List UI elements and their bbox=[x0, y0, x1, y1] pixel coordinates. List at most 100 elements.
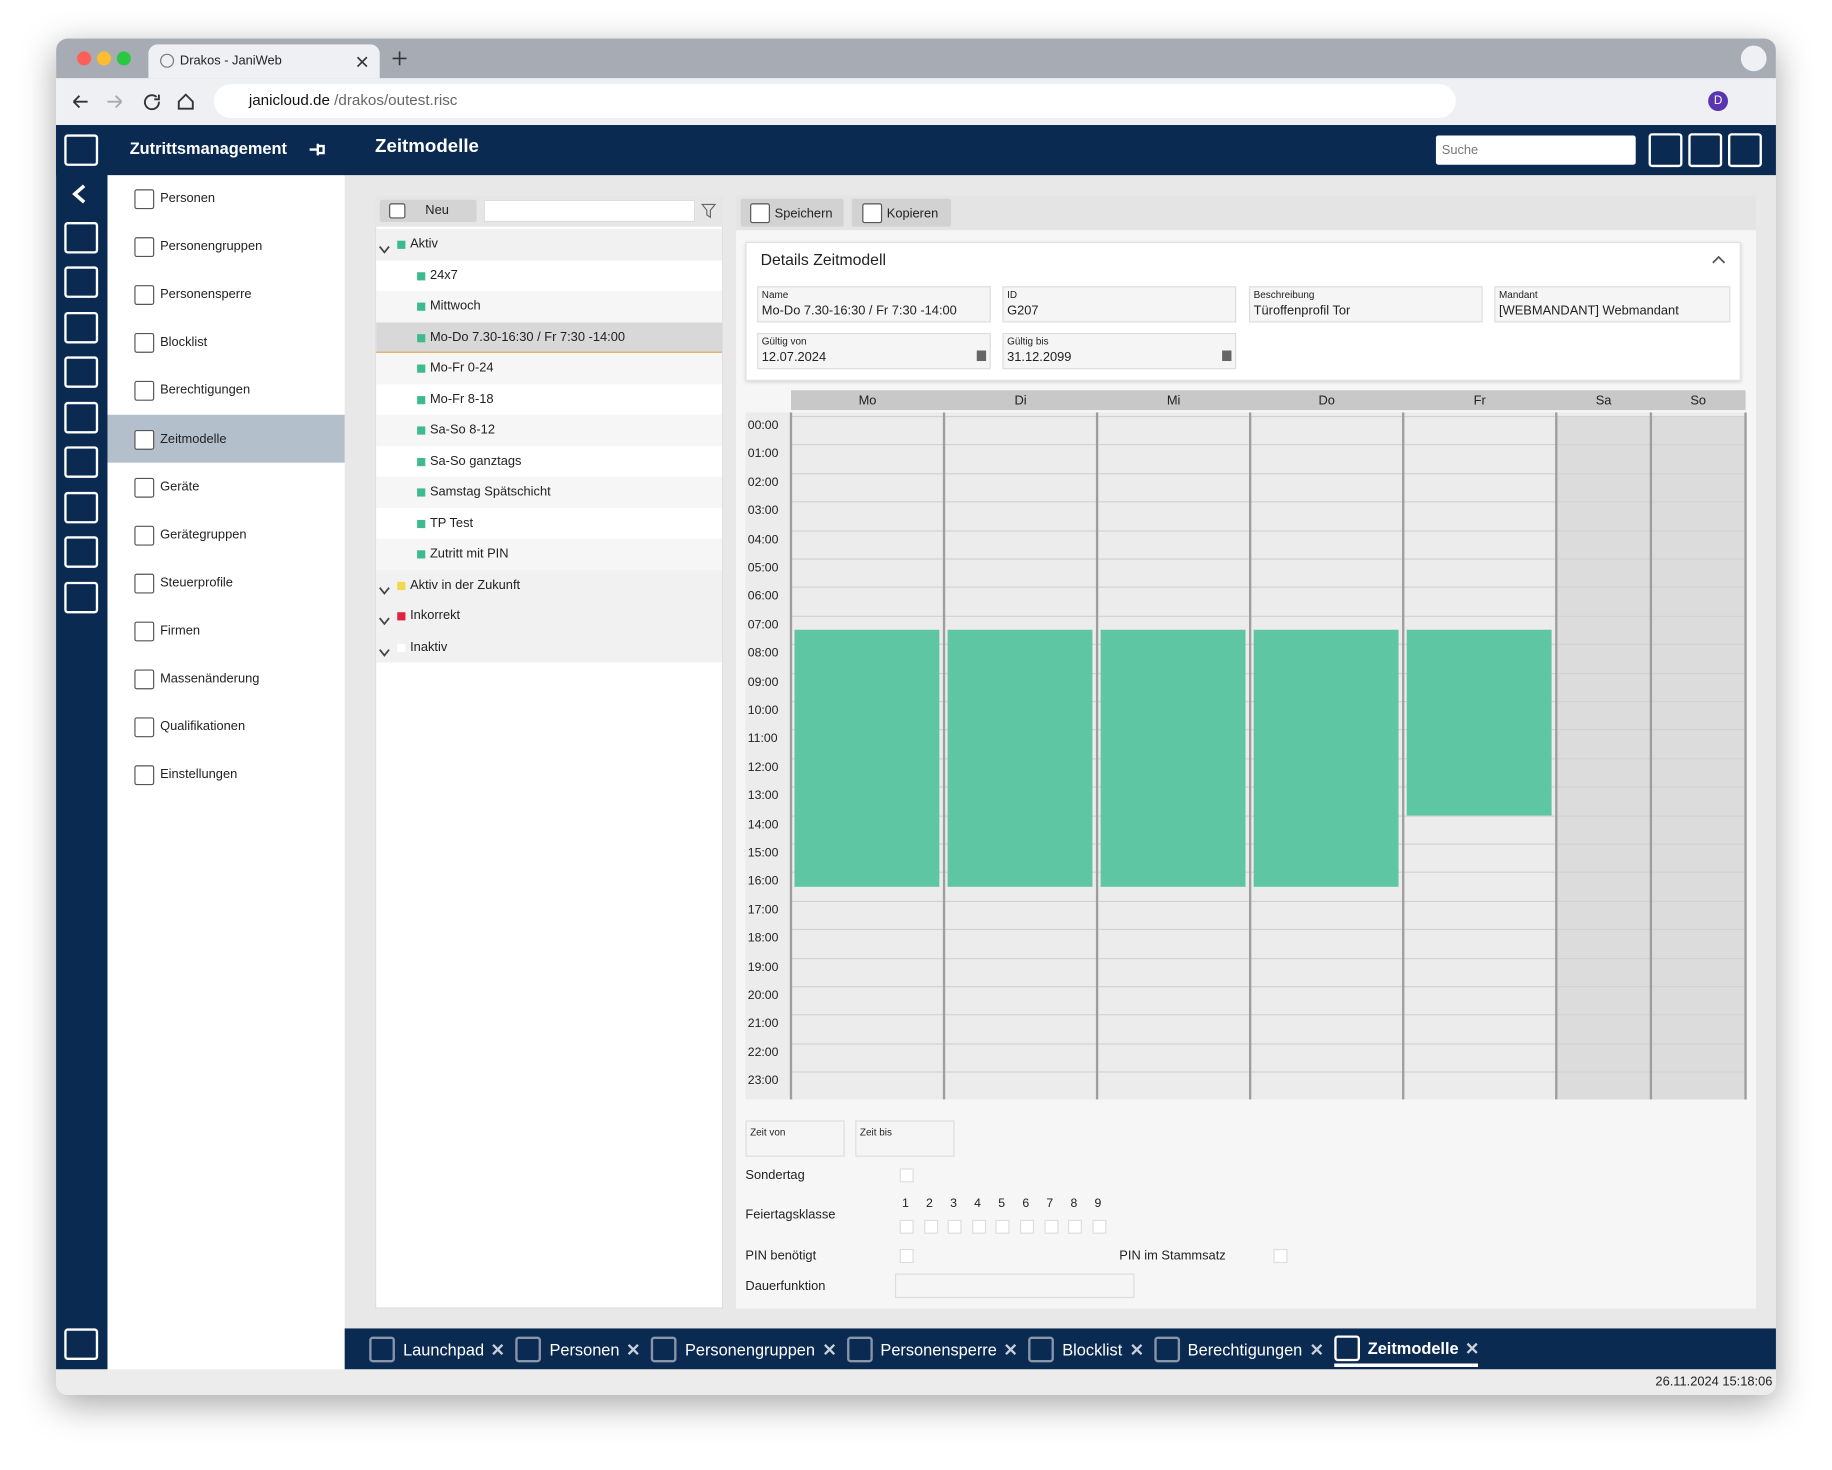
holiday-check[interactable] bbox=[1044, 1219, 1059, 1234]
tree-item-row[interactable] bbox=[376, 445, 723, 477]
sidebar-item[interactable]: Geräte bbox=[160, 479, 200, 494]
sidebar-item[interactable]: Massenänderung bbox=[160, 671, 260, 686]
rail-icon[interactable] bbox=[64, 311, 99, 344]
holiday-check[interactable] bbox=[899, 1219, 914, 1234]
field[interactable]: Gültig bis 31.12.2099 bbox=[1002, 332, 1237, 370]
tree-item-label[interactable]: Sa-So ganztags bbox=[429, 453, 522, 468]
sidebar-item[interactable]: Personengruppen bbox=[160, 239, 263, 254]
taskbar-tab[interactable]: Berechtigungen bbox=[1153, 1332, 1322, 1367]
rail-back[interactable] bbox=[70, 183, 89, 210]
holiday-check[interactable] bbox=[947, 1219, 962, 1234]
profile[interactable]: D bbox=[1708, 91, 1729, 111]
field[interactable]: Name Mo-Do 7.30-16:30 / Fr 7:30 -14:00 bbox=[757, 286, 991, 323]
time-from[interactable]: Zeit von bbox=[745, 1120, 845, 1157]
holiday-check[interactable] bbox=[1019, 1219, 1035, 1234]
tree-item-label[interactable]: Mittwoch bbox=[429, 299, 481, 314]
sidebar-item[interactable]: Qualifikationen bbox=[160, 719, 246, 734]
rail-icon[interactable] bbox=[64, 1328, 99, 1360]
rail-icon[interactable] bbox=[64, 581, 99, 614]
sidebar-item[interactable]: Steuerprofile bbox=[160, 575, 233, 590]
tab-close[interactable] bbox=[356, 56, 368, 68]
pin-required-check[interactable] bbox=[899, 1248, 914, 1264]
tree-item-row[interactable] bbox=[376, 290, 723, 322]
field[interactable]: Mandant [WEBMANDANT] Webmandant bbox=[1494, 286, 1731, 323]
field[interactable]: Beschreibung Türoffenprofil Tor bbox=[1248, 286, 1483, 323]
sidebar-item[interactable]: Firmen bbox=[160, 623, 201, 638]
sidebar-item[interactable]: Einstellungen bbox=[160, 767, 238, 782]
taskbar-tab[interactable]: Zeitmodelle bbox=[1333, 1332, 1479, 1367]
field[interactable]: ID G207 bbox=[1002, 286, 1237, 323]
time-block[interactable] bbox=[1253, 629, 1399, 887]
taskbar-close[interactable] bbox=[1005, 1343, 1017, 1356]
taskbar-tab[interactable]: Personen bbox=[515, 1332, 640, 1367]
pin-master-check[interactable] bbox=[1273, 1248, 1288, 1264]
chat-button[interactable] bbox=[1688, 133, 1723, 168]
tree-chevron[interactable] bbox=[379, 580, 391, 601]
tree-item-row[interactable] bbox=[376, 321, 723, 353]
holiday-check[interactable] bbox=[1092, 1219, 1107, 1234]
rail-icon[interactable] bbox=[64, 491, 99, 524]
rail-icon[interactable] bbox=[64, 266, 99, 298]
sidebar-item[interactable]: Blocklist bbox=[160, 335, 208, 350]
sidebar-item[interactable]: Personensperre bbox=[160, 287, 252, 302]
tree-chevron[interactable] bbox=[379, 240, 391, 261]
nav-icons[interactable] bbox=[70, 91, 199, 112]
tree-item-row[interactable] bbox=[376, 507, 723, 539]
sidebar-item[interactable]: Gerätegruppen bbox=[160, 527, 247, 542]
rail-icon[interactable] bbox=[64, 401, 99, 434]
tree-chevron[interactable] bbox=[379, 611, 391, 632]
tree-group-label[interactable]: Inkorrekt bbox=[410, 608, 461, 623]
taskbar-tab[interactable]: Blocklist bbox=[1028, 1332, 1142, 1367]
user-button[interactable] bbox=[1728, 133, 1762, 168]
tree-item-label[interactable]: TP Test bbox=[429, 515, 474, 530]
rail-icon[interactable] bbox=[64, 134, 99, 166]
taskbar-close[interactable] bbox=[1310, 1343, 1322, 1356]
special-day-check[interactable] bbox=[899, 1168, 914, 1183]
holiday-check[interactable] bbox=[1068, 1219, 1083, 1234]
tree-item-label[interactable]: Sa-So 8-12 bbox=[429, 422, 495, 437]
field[interactable]: Gültig von 12.07.2024 bbox=[757, 332, 991, 370]
tree-item-row[interactable] bbox=[376, 538, 723, 570]
tree-group-label[interactable]: Inaktiv bbox=[410, 639, 448, 654]
tree-filter[interactable] bbox=[483, 199, 696, 222]
rail-icon[interactable] bbox=[64, 221, 99, 254]
tree-item-label[interactable]: Mo-Do 7.30-16:30 / Fr 7:30 -14:00 bbox=[429, 330, 626, 345]
search[interactable]: Suche bbox=[1435, 135, 1636, 165]
taskbar-close[interactable] bbox=[1130, 1343, 1142, 1356]
tree-group-label[interactable]: Aktiv in der Zukunft bbox=[410, 577, 521, 592]
taskbar-close[interactable] bbox=[492, 1343, 504, 1356]
tree-item-label[interactable]: Mo-Fr 8-18 bbox=[429, 391, 494, 407]
calendar-icon[interactable] bbox=[976, 350, 987, 362]
browser-tab[interactable]: Drakos - JaniWeb bbox=[148, 44, 380, 79]
sidebar-item[interactable]: Berechtigungen bbox=[160, 383, 251, 398]
taskbar-close[interactable] bbox=[823, 1343, 835, 1356]
tree-group-label[interactable]: Aktiv bbox=[410, 237, 438, 252]
holiday-check[interactable] bbox=[923, 1219, 938, 1234]
tree-item-label[interactable]: Mo-Fr 0-24 bbox=[429, 361, 494, 376]
tree-item-label[interactable]: Zutritt mit PIN bbox=[429, 546, 509, 561]
time-block[interactable] bbox=[1100, 629, 1246, 887]
pin-icon[interactable] bbox=[308, 141, 327, 157]
collapse[interactable] bbox=[1712, 255, 1726, 264]
tree-item-row[interactable] bbox=[376, 352, 723, 384]
omnibox[interactable]: janicloud.de /drakos/outest.risc bbox=[213, 84, 1456, 119]
holiday-check[interactable] bbox=[971, 1219, 986, 1234]
help-button[interactable] bbox=[1648, 133, 1683, 168]
sidebar-item[interactable]: Zeitmodelle bbox=[160, 431, 227, 446]
time-to[interactable]: Zeit bis bbox=[855, 1120, 955, 1157]
tree-item-row[interactable] bbox=[376, 414, 723, 446]
permanent-input[interactable] bbox=[894, 1273, 1135, 1299]
new-tab[interactable] bbox=[392, 51, 407, 66]
tree-item-row[interactable] bbox=[376, 259, 723, 291]
taskbar-tab[interactable]: Personensperre bbox=[846, 1332, 1017, 1367]
sidebar-item[interactable]: Personen bbox=[160, 191, 216, 206]
calendar-icon[interactable] bbox=[1222, 350, 1232, 362]
filter-icon[interactable] bbox=[701, 202, 720, 221]
taskbar-tab[interactable]: Personengruppen bbox=[651, 1332, 835, 1367]
tree-item-label[interactable]: 24x7 bbox=[429, 268, 458, 283]
holiday-check[interactable] bbox=[995, 1219, 1010, 1234]
rail-icon[interactable] bbox=[64, 356, 99, 388]
tree-item-label[interactable]: Samstag Spätschicht bbox=[429, 484, 551, 499]
taskbar-close[interactable] bbox=[628, 1343, 640, 1356]
tree-chevron[interactable] bbox=[379, 642, 391, 663]
